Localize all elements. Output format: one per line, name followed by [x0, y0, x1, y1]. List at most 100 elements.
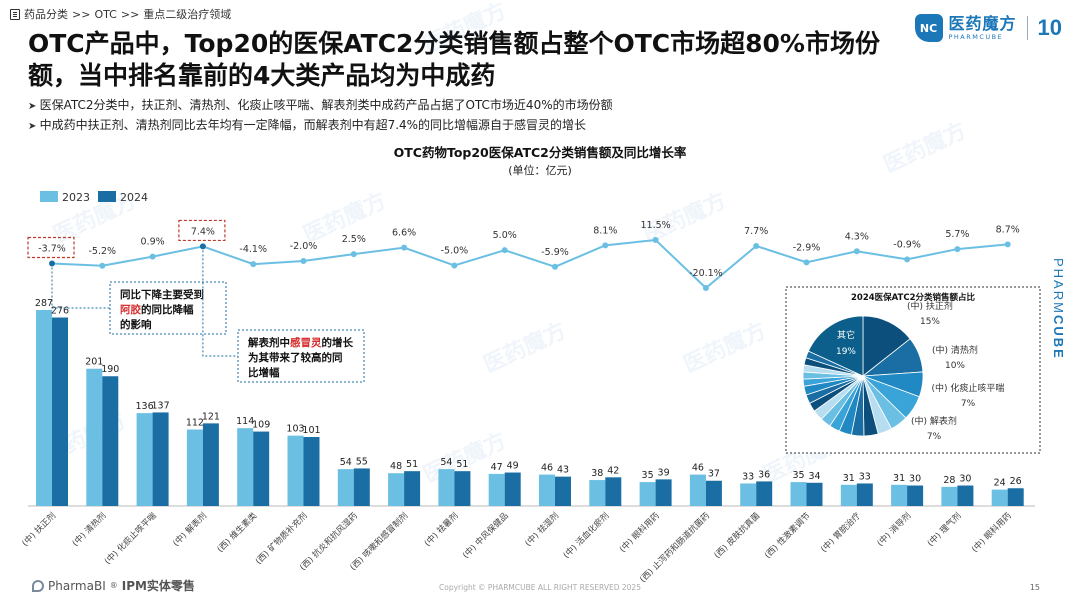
- bar-label-2024: 26: [1010, 476, 1022, 487]
- page-title: OTC产品中，Top20的医保ATC2分类销售额占整个OTC市场超80%市场份额…: [28, 29, 880, 90]
- callout-segment: 解表剂中: [247, 336, 290, 349]
- bar-label-2024: 49: [507, 461, 519, 472]
- bar-label-2024: 276: [51, 306, 69, 317]
- growth-label: 5.7%: [945, 229, 969, 240]
- growth-label: 7.7%: [744, 226, 768, 237]
- bar-2023: [891, 484, 908, 506]
- bar-2023: [539, 474, 555, 506]
- bar-label-2023: 38: [591, 468, 603, 479]
- callout-line: 为其带来了较高的同: [248, 351, 343, 364]
- pie-other-label: 其它: [837, 329, 855, 341]
- bar-2024: [1007, 488, 1024, 506]
- bar-2023: [237, 428, 254, 506]
- bar-2023: [840, 484, 857, 506]
- bar-2023: [991, 489, 1008, 506]
- growth-label: -20.1%: [689, 268, 723, 279]
- bar-label-2023: 114: [236, 416, 254, 427]
- bar-2023: [388, 473, 405, 506]
- callout-text: 解表剂中感冒灵的增长为其带来了较高的同比增幅: [247, 336, 353, 379]
- growth-label: -5.9%: [541, 247, 569, 258]
- bar-2024: [152, 412, 169, 506]
- bar-2024: [806, 482, 823, 506]
- bar-2024: [605, 477, 622, 506]
- growth-point: [250, 261, 257, 268]
- bar-2024: [253, 431, 270, 506]
- growth-point: [99, 262, 106, 269]
- bar-label-2023: 112: [186, 418, 204, 429]
- pie-slice: [807, 315, 864, 377]
- breadcrumb-item[interactable]: 重点二级治疗领域: [143, 8, 232, 21]
- growth-point: [451, 262, 458, 269]
- callout-segment: 的同比降幅: [141, 303, 194, 316]
- bar-2023: [287, 435, 304, 506]
- bar-label-2024: 51: [406, 459, 418, 470]
- callout-segment: 比增幅: [248, 366, 280, 379]
- bar-2024: [303, 437, 320, 506]
- bar-2023: [337, 469, 354, 506]
- callout-box: [237, 329, 365, 383]
- pie-slice-label: (中) 化痰止咳平喘: [932, 382, 1005, 394]
- category-label: (中) 扶正剂: [20, 510, 58, 548]
- callout-highlight: 感冒灵: [290, 336, 322, 349]
- category-label: (中) 胃脘治疗: [818, 510, 863, 555]
- category-label: (中) 活血化瘀剂: [561, 510, 611, 560]
- breadcrumb-item[interactable]: 药品分类: [24, 8, 68, 21]
- bar-2024: [102, 376, 119, 506]
- pie-slice-label: (中) 扶正剂: [907, 300, 953, 312]
- bar-label-2023: 33: [742, 471, 754, 482]
- bar-label-2023: 31: [843, 473, 855, 484]
- bar-label-2023: 54: [340, 457, 352, 468]
- category-label: (西) 性激素调节: [762, 510, 813, 561]
- side-brand-normal: PHARM: [1051, 258, 1066, 315]
- bar-label-2023: 54: [440, 457, 452, 468]
- growth-point: [853, 248, 860, 255]
- chart-subtitle: (单位：亿元): [508, 163, 572, 177]
- bar-2023: [36, 310, 52, 506]
- growth-point: [602, 242, 609, 249]
- bar-2023: [438, 469, 455, 506]
- callout-text: 同比下降主要受到阿胶的同比降幅的影响: [120, 288, 204, 331]
- logo-name: 医药魔方: [948, 13, 1017, 33]
- side-brand: PHARMCUBE: [1051, 258, 1066, 360]
- bar-label-2024: 36: [758, 469, 770, 480]
- bar-label-2024: 101: [302, 425, 320, 436]
- anniversary-badge: 10: [1037, 15, 1062, 40]
- bar-label-2024: 39: [658, 467, 670, 478]
- callout-line: 解表剂中感冒灵的增长: [247, 336, 353, 349]
- bar-label-2024: 30: [909, 474, 921, 485]
- chart-title: OTC药物Top20医保ATC2分类销售额及同比增长率: [394, 145, 687, 160]
- bar-label-2024: 34: [808, 471, 820, 482]
- highlight-dashed-box: [27, 236, 75, 259]
- growth-point: [49, 260, 55, 267]
- growth-label: 8.1%: [593, 225, 617, 236]
- bar-2024: [504, 472, 521, 506]
- growth-label: 2.5%: [342, 234, 366, 245]
- growth-label: -5.2%: [89, 246, 117, 257]
- callout-line: 同比下降主要受到: [120, 288, 204, 301]
- growth-label: -0.9%: [893, 239, 921, 250]
- callout-highlight: 阿胶: [120, 303, 141, 316]
- footer-product: IPM实体零售: [121, 579, 195, 593]
- bar-2024: [555, 476, 571, 506]
- category-label: (中) 消导剂: [875, 510, 913, 548]
- growth-label: -2.9%: [793, 242, 821, 253]
- pie-slice-percent: 10%: [945, 361, 965, 371]
- callout-segment: 为其带来了较高的同: [248, 351, 343, 364]
- callout-box: [109, 281, 227, 335]
- bar-label-2023: 35: [792, 470, 804, 481]
- bar-label-2023: 35: [642, 470, 654, 481]
- bar-label-2023: 46: [541, 463, 553, 474]
- bar-2023: [589, 480, 606, 506]
- bullet-item: 医保ATC2分类中，扶正剂、清热剂、化痰止咳平喘、解表剂类中成药产品占据了OTC…: [28, 96, 613, 116]
- legend-swatch-2023: [40, 191, 58, 202]
- bar-2024: [353, 468, 370, 506]
- growth-label: 0.9%: [141, 237, 165, 248]
- bar-label-2023: 46: [692, 463, 704, 474]
- pharmabi-icon: [32, 579, 44, 592]
- growth-label: -3.7%: [38, 244, 66, 255]
- pie-slice-percent: 7%: [961, 399, 976, 409]
- bar-label-2024: 42: [607, 465, 619, 476]
- breadcrumb-item[interactable]: OTC: [94, 7, 117, 21]
- pie-slice-label: (中) 清热剂: [932, 344, 978, 356]
